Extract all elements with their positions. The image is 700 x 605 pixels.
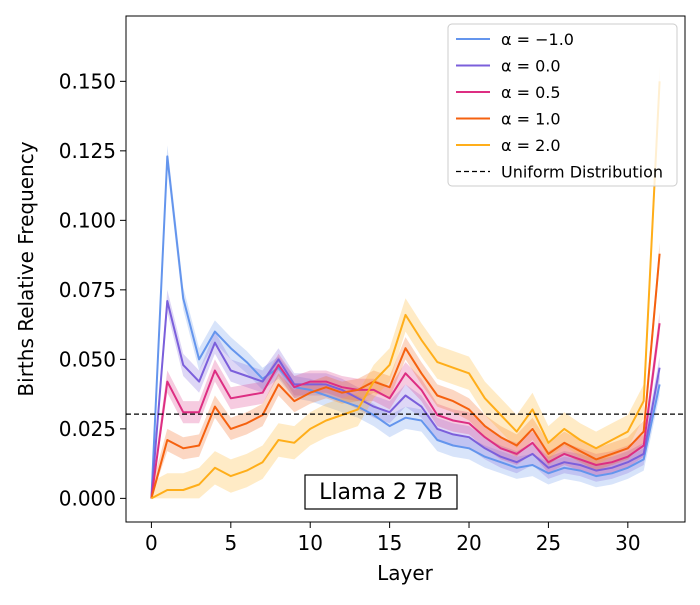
y-tick-label: 0.050 [59, 347, 116, 371]
legend-label: α = 1.0 [501, 110, 561, 129]
x-axis-title: Layer [377, 561, 434, 585]
y-axis-title: Births Relative Frequency [14, 141, 38, 396]
x-tick-label: 20 [456, 531, 481, 555]
annotation-text: Llama 2 7B [319, 480, 443, 505]
x-tick-label: 5 [224, 531, 237, 555]
x-tick-label: 10 [297, 531, 322, 555]
legend-label: α = 0.0 [501, 57, 561, 76]
x-tick-label: 30 [615, 531, 640, 555]
x-tick-label: 0 [145, 531, 158, 555]
x-tick-label: 15 [377, 531, 402, 555]
series-lines [150, 81, 661, 500]
y-tick-label: 0.000 [59, 486, 116, 510]
legend-label: Uniform Distribution [501, 163, 663, 182]
y-tick-label: 0.150 [59, 69, 116, 93]
y-tick-label: 0.075 [59, 278, 116, 302]
y-tick-label: 0.100 [59, 208, 116, 232]
series-line-0 [150, 155, 661, 499]
x-axis-ticks: 0 5 10 15 20 25 30 [145, 522, 641, 555]
series-line-3 [150, 253, 661, 499]
plot-frame [125, 15, 686, 523]
legend-items: α = −1.0 α = 0.0 α = 0.5 α = 1.0 α = 2.0 Unif… [456, 30, 663, 182]
y-tick-label: 0.125 [59, 139, 116, 163]
series-band-3 [151, 242, 660, 499]
legend-label: α = −1.0 [501, 30, 574, 49]
x-tick-label: 25 [536, 531, 561, 555]
legend-label: α = 2.0 [501, 136, 561, 155]
annotation-box [304, 474, 458, 510]
legend-label: α = 0.5 [501, 83, 561, 102]
series-line-2 [150, 323, 661, 499]
y-axis-ticks: 0.000 0.025 0.050 0.075 0.100 0.125 0.150 [59, 69, 126, 510]
series-band-1 [151, 289, 660, 499]
y-tick-label: 0.025 [59, 417, 116, 441]
series-line-4 [150, 81, 661, 500]
series-line-1 [150, 300, 661, 499]
legend-box [447, 23, 678, 187]
model-annotation: Llama 2 7B [304, 474, 458, 510]
legend: α = −1.0 α = 0.0 α = 0.5 α = 1.0 α = 2.0 Unif… [447, 23, 678, 187]
